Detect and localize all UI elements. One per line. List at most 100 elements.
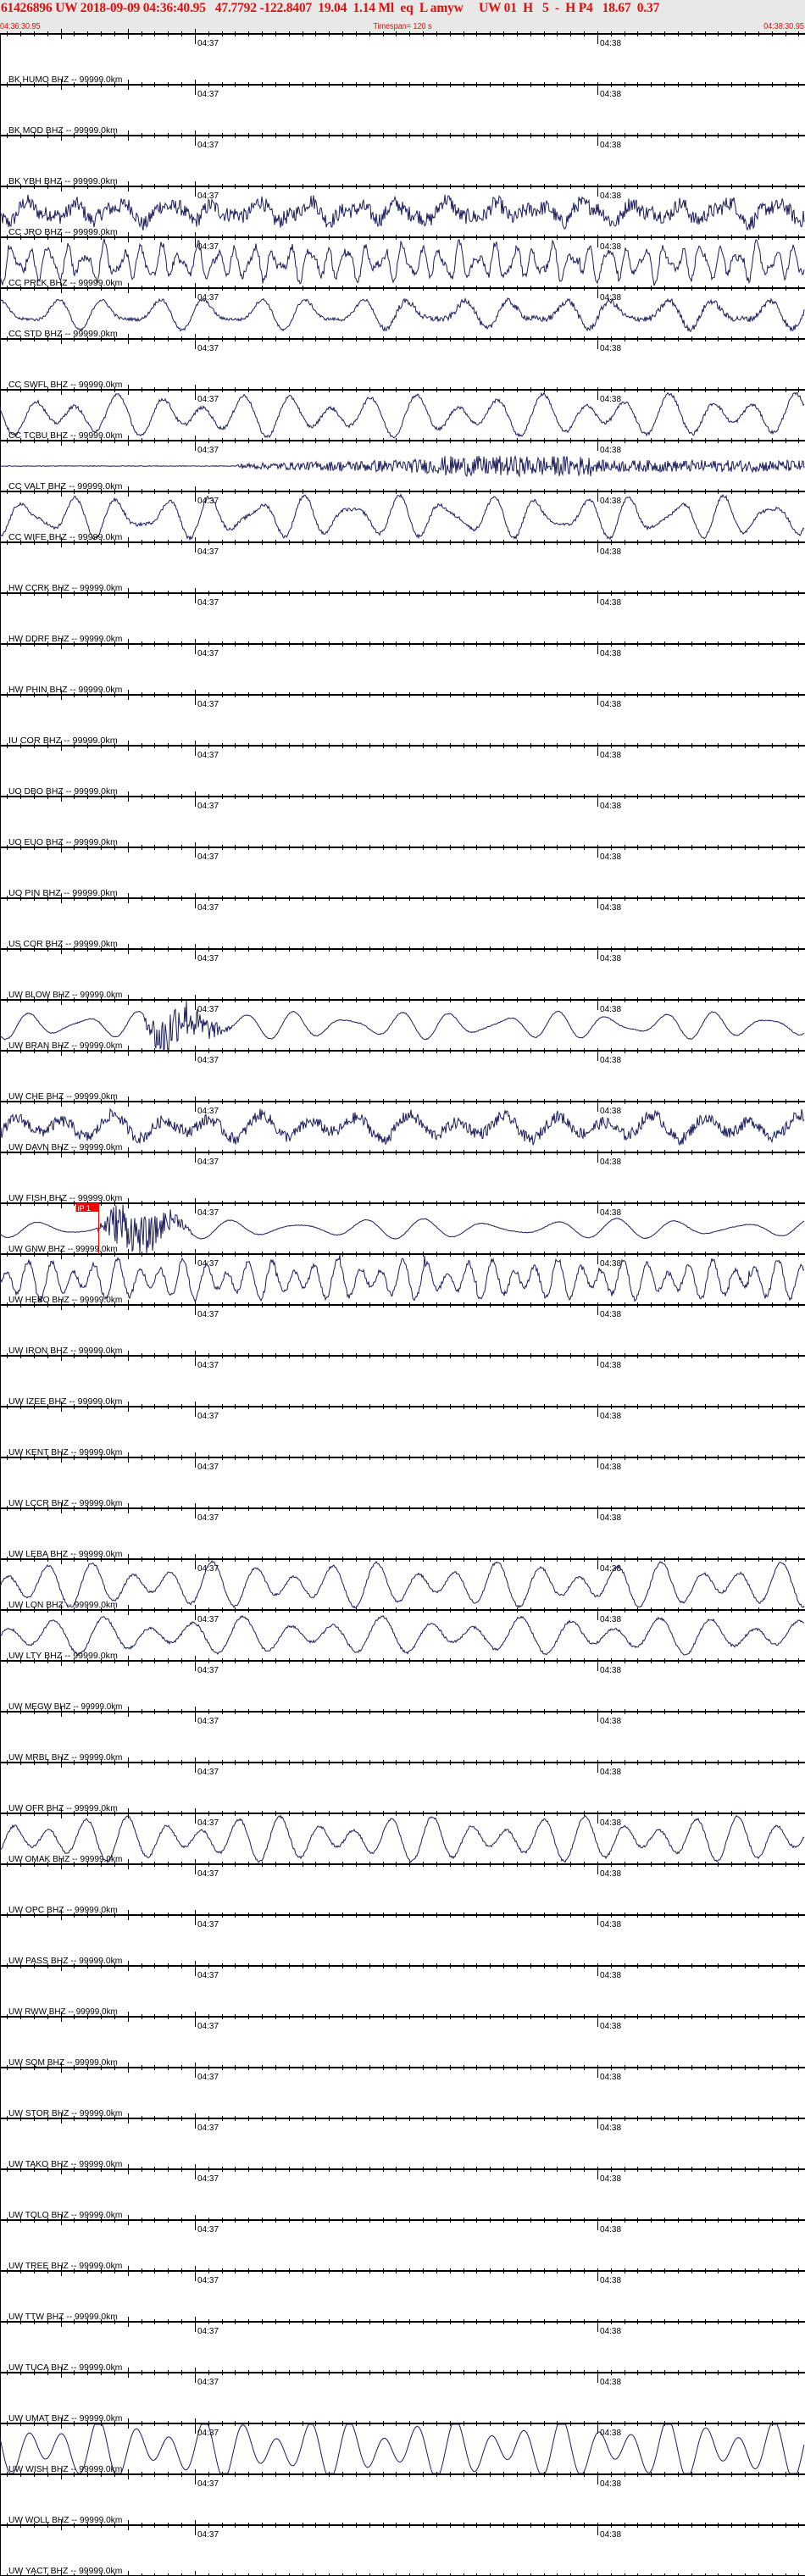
station-label: UW STOR BHZ -- 99999.0km xyxy=(8,2109,122,2118)
time-tick-label: 04:38 xyxy=(600,1666,621,1675)
time-tick-label: 04:37 xyxy=(197,90,219,99)
time-axis-ticks xyxy=(7,1096,799,1112)
time-axis-ticks xyxy=(7,1961,799,1976)
time-axis-ticks xyxy=(7,80,799,95)
time-tick-label: 04:37 xyxy=(197,2276,219,2285)
time-tick-label: 04:38 xyxy=(600,2022,621,2031)
time-tick-label: 04:38 xyxy=(600,395,621,404)
station-label: HW CCRK BHZ -- 99999.0km xyxy=(8,584,122,593)
waveform-trace xyxy=(0,493,805,541)
time-tick-label: 04:37 xyxy=(197,1259,219,1269)
time-tick-label: 04:37 xyxy=(197,1463,219,1472)
time-axis-ticks xyxy=(7,486,799,502)
time-tick-label: 04:37 xyxy=(197,1005,219,1014)
waveform-trace xyxy=(0,391,805,439)
time-axis-ticks xyxy=(7,2215,799,2230)
time-tick-label: 04:37 xyxy=(197,751,219,760)
waveform-trace xyxy=(0,238,805,286)
time-tick-label: 04:38 xyxy=(600,700,621,709)
station-label: UW LTY BHZ -- 99999.0km xyxy=(8,1652,118,1661)
time-tick-label: 04:38 xyxy=(600,2276,621,2285)
time-tick-label: 04:38 xyxy=(600,192,621,201)
time-axis-ticks xyxy=(7,29,799,44)
time-axis-ticks xyxy=(7,436,799,451)
time-tick-label: 04:38 xyxy=(600,293,621,303)
time-tick-label: 04:38 xyxy=(600,2530,621,2540)
station-label: BK YBH BHZ -- 99999.0km xyxy=(8,177,118,186)
time-tick-label: 04:37 xyxy=(197,497,219,506)
time-axis-ticks xyxy=(7,1707,799,1722)
time-tick-label: 04:38 xyxy=(600,446,621,455)
time-tick-label: 04:38 xyxy=(600,1615,621,1624)
time-tick-label: 04:37 xyxy=(197,1056,219,1065)
time-axis-ticks xyxy=(7,893,799,908)
time-axis-ticks xyxy=(7,334,799,349)
time-tick-label: 04:38 xyxy=(600,751,621,760)
station-label: UW RWW BHZ -- 99999.0km xyxy=(8,2007,118,2017)
waveform-trace xyxy=(0,1107,805,1146)
time-tick-label: 04:38 xyxy=(600,598,621,608)
time-axis-ticks xyxy=(7,1198,799,1213)
time-tick-label: 04:38 xyxy=(600,2429,621,2438)
waveform-trace xyxy=(0,1000,805,1052)
pick-flag xyxy=(75,1203,99,1212)
station-label: CC STD BHZ -- 99999.0km xyxy=(8,330,118,339)
event-header: 61426896 UW 2018-09-09 04:36:40.95 47.77… xyxy=(0,0,805,34)
time-axis-ticks xyxy=(7,130,799,146)
time-tick-label: 04:38 xyxy=(600,1971,621,1980)
time-axis-ticks xyxy=(7,1147,799,1163)
station-label: UW DAVN BHZ -- 99999.0km xyxy=(8,1143,122,1152)
time-axis-ticks xyxy=(7,2520,799,2535)
time-axis-ticks xyxy=(7,639,799,654)
station-label: UO EUO BHZ -- 99999.0km xyxy=(8,838,118,847)
time-axis-ticks xyxy=(7,2113,799,2129)
station-label: UW WISH BHZ -- 99999.0km xyxy=(8,2465,122,2474)
time-axis-ticks xyxy=(7,1503,799,1518)
time-tick-label: 04:37 xyxy=(197,141,219,150)
station-label: UW UMAT BHZ -- 99999.0km xyxy=(8,2414,122,2423)
station-label: UW BRAN BHZ -- 99999.0km xyxy=(8,1041,122,1051)
station-label: CC WIFE BHZ -- 99999.0km xyxy=(8,533,122,542)
time-axis-ticks xyxy=(7,1452,799,1468)
station-label: CC VALT BHZ -- 99999.0km xyxy=(8,482,122,491)
station-label: UW YACT BHZ -- 99999.0km xyxy=(8,2567,122,2576)
time-axis-ticks xyxy=(7,537,799,552)
station-label: UW LON BHZ -- 99999.0km xyxy=(8,1601,118,1610)
time-axis-ticks xyxy=(7,232,799,247)
time-axis-ticks xyxy=(7,1300,799,1315)
time-tick-label: 04:37 xyxy=(197,547,219,557)
time-axis-ticks xyxy=(7,1656,799,1671)
time-axis-ticks xyxy=(7,2012,799,2027)
waveform-trace xyxy=(0,1559,805,1609)
station-label: CC SWFL BHZ -- 99999.0km xyxy=(8,380,122,390)
station-label: IU COR BHZ -- 99999.0km xyxy=(8,736,118,746)
waveform-trace xyxy=(0,1204,805,1254)
time-tick-label: 04:38 xyxy=(600,1412,621,1421)
time-tick-label: 04:38 xyxy=(600,1513,621,1523)
station-label: UW LCCR BHZ -- 99999.0km xyxy=(8,1499,122,1508)
end-time: 04:38:30.95 xyxy=(763,22,804,31)
time-tick-label: 04:38 xyxy=(600,2073,621,2082)
time-tick-label: 04:37 xyxy=(197,1310,219,1319)
station-label: UW TREE BHZ -- 99999.0km xyxy=(8,2262,122,2271)
time-tick-label: 04:37 xyxy=(197,2378,219,2387)
time-tick-label: 04:37 xyxy=(197,1717,219,1726)
time-tick-label: 04:38 xyxy=(600,802,621,811)
station-label: BK HUMO BHZ -- 99999.0km xyxy=(8,75,122,85)
waveform-trace xyxy=(0,1614,805,1657)
time-axis-ticks xyxy=(7,2469,799,2484)
time-tick-label: 04:38 xyxy=(600,2174,621,2184)
station-label: UO DBO BHZ -- 99999.0km xyxy=(8,787,118,797)
time-axis-ticks xyxy=(7,791,799,807)
time-axis-ticks xyxy=(7,283,799,298)
station-label: UW BLOW BHZ -- 99999.0km xyxy=(8,991,122,1000)
time-tick-label: 04:37 xyxy=(197,2124,219,2133)
time-tick-label: 04:38 xyxy=(600,547,621,557)
waveform-trace xyxy=(0,194,805,231)
station-label: UW LEBA BHZ -- 99999.0km xyxy=(8,1550,122,1559)
time-axis-ticks xyxy=(7,690,799,705)
time-tick-label: 04:37 xyxy=(197,852,219,862)
waveform-trace xyxy=(0,2423,805,2474)
time-tick-label: 04:37 xyxy=(197,2022,219,2031)
event-title: 61426896 UW 2018-09-09 04:36:40.95 47.77… xyxy=(1,1,660,15)
